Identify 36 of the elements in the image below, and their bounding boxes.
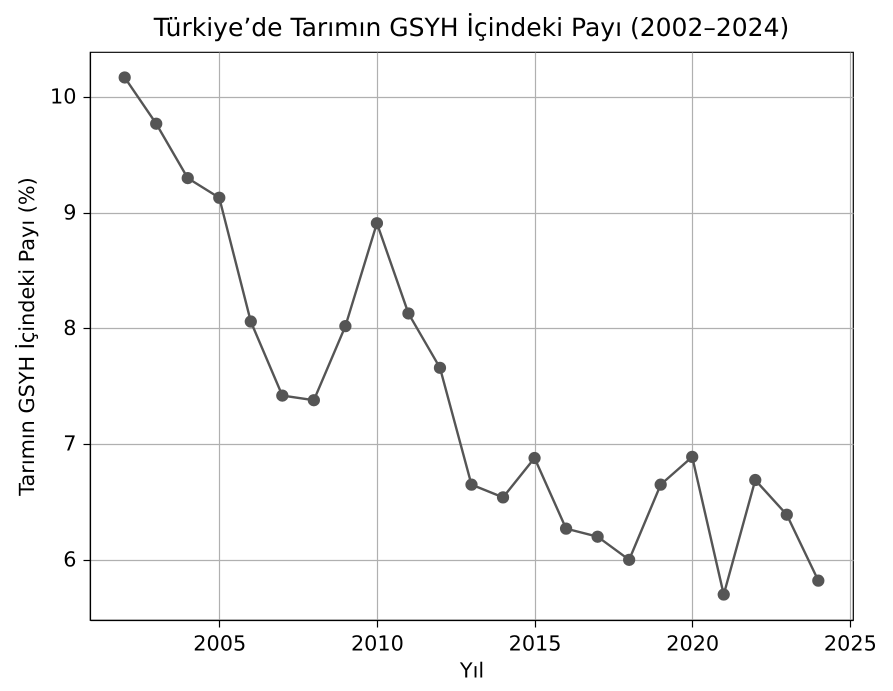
point [528, 452, 541, 464]
point [718, 588, 730, 601]
point [244, 315, 257, 328]
point [560, 522, 572, 535]
point [339, 320, 352, 332]
point [780, 508, 793, 521]
y-tick-label: 7 [63, 432, 76, 456]
y-tick-label: 9 [63, 200, 76, 224]
x-tick-label: 2020 [666, 632, 720, 656]
point [496, 491, 510, 504]
x-tick-label: 2025 [824, 632, 877, 656]
x-tick-label: 2005 [193, 632, 246, 656]
x-tick-label: 2010 [350, 632, 404, 656]
point [465, 478, 478, 491]
point [749, 474, 762, 486]
point [182, 172, 194, 184]
point [118, 71, 131, 84]
x-tick-label: 2015 [508, 632, 562, 656]
point [276, 389, 288, 402]
point [150, 118, 162, 130]
point [686, 450, 698, 463]
point [812, 574, 824, 587]
point [308, 394, 320, 406]
point [434, 362, 446, 374]
y-tick-label: 6 [63, 547, 76, 572]
y-tick-label: 10 [50, 84, 76, 109]
y-tick-label: 8 [63, 316, 76, 340]
x-axis-title: Yıl [458, 658, 484, 682]
point [591, 530, 604, 543]
point [402, 307, 415, 320]
y-axis-title: Tarımın GSYH İçindeki Payı (%) [15, 177, 40, 497]
point [623, 554, 636, 566]
point [654, 478, 667, 491]
point [213, 192, 226, 204]
chart-title: Türkiye’de Tarımın GSYH İçindeki Payı (2002–2024) [152, 13, 790, 42]
point [370, 217, 384, 230]
